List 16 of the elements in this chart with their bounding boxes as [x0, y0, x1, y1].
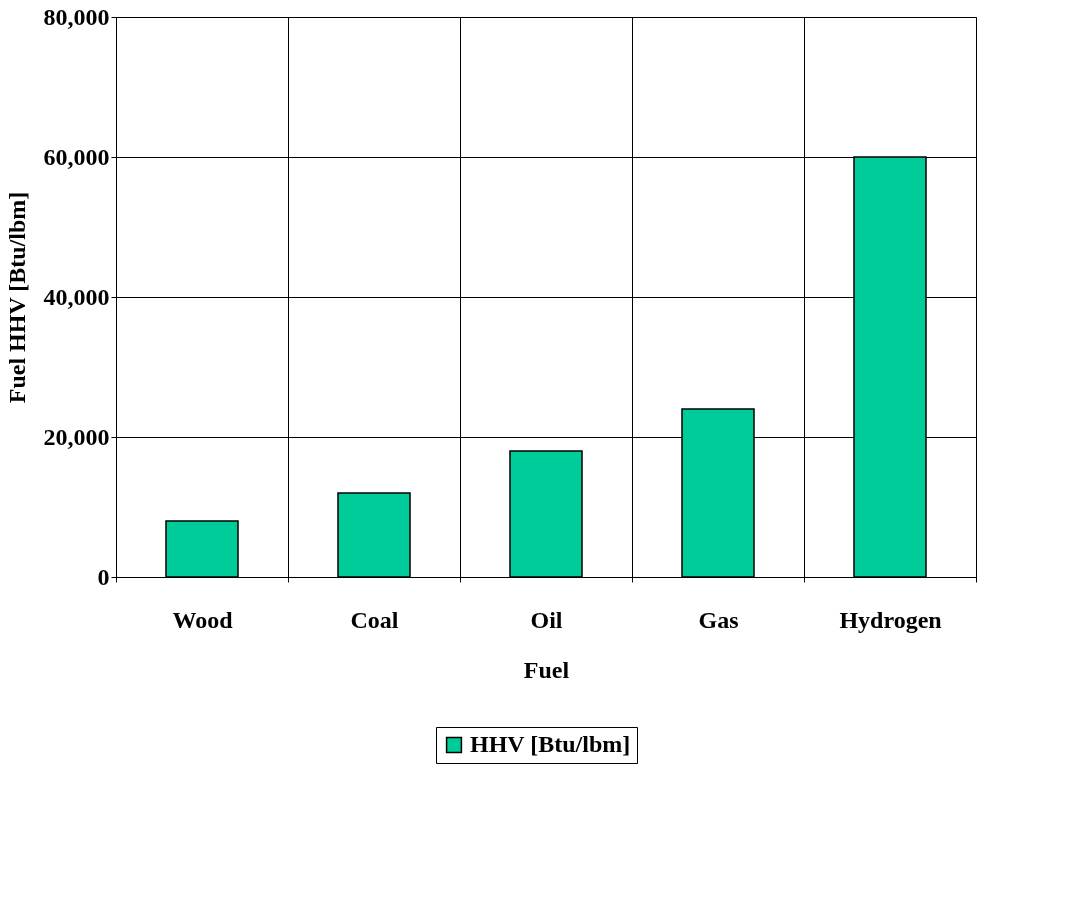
x-tick-label: Coal — [350, 606, 399, 633]
legend-label: HHV [Btu/lbm] — [470, 731, 631, 757]
y-tick-label: 0 — [97, 563, 110, 590]
y-axis-title: Fuel HHV [Btu/lbm] — [3, 191, 30, 404]
x-tick-label: Hydrogen — [839, 606, 942, 633]
x-tick-label: Wood — [172, 606, 234, 633]
x-tick-label: Gas — [698, 606, 739, 633]
y-tick-label: 80,000 — [43, 3, 110, 30]
y-tick-label: 60,000 — [43, 143, 110, 170]
bar — [165, 520, 239, 578]
y-tick-label: 40,000 — [43, 283, 110, 310]
x-axis-title: Fuel — [523, 656, 570, 683]
bar — [509, 450, 583, 578]
x-tick-label: Oil — [530, 606, 563, 633]
y-tick-label: 20,000 — [43, 423, 110, 450]
bar — [337, 492, 411, 578]
